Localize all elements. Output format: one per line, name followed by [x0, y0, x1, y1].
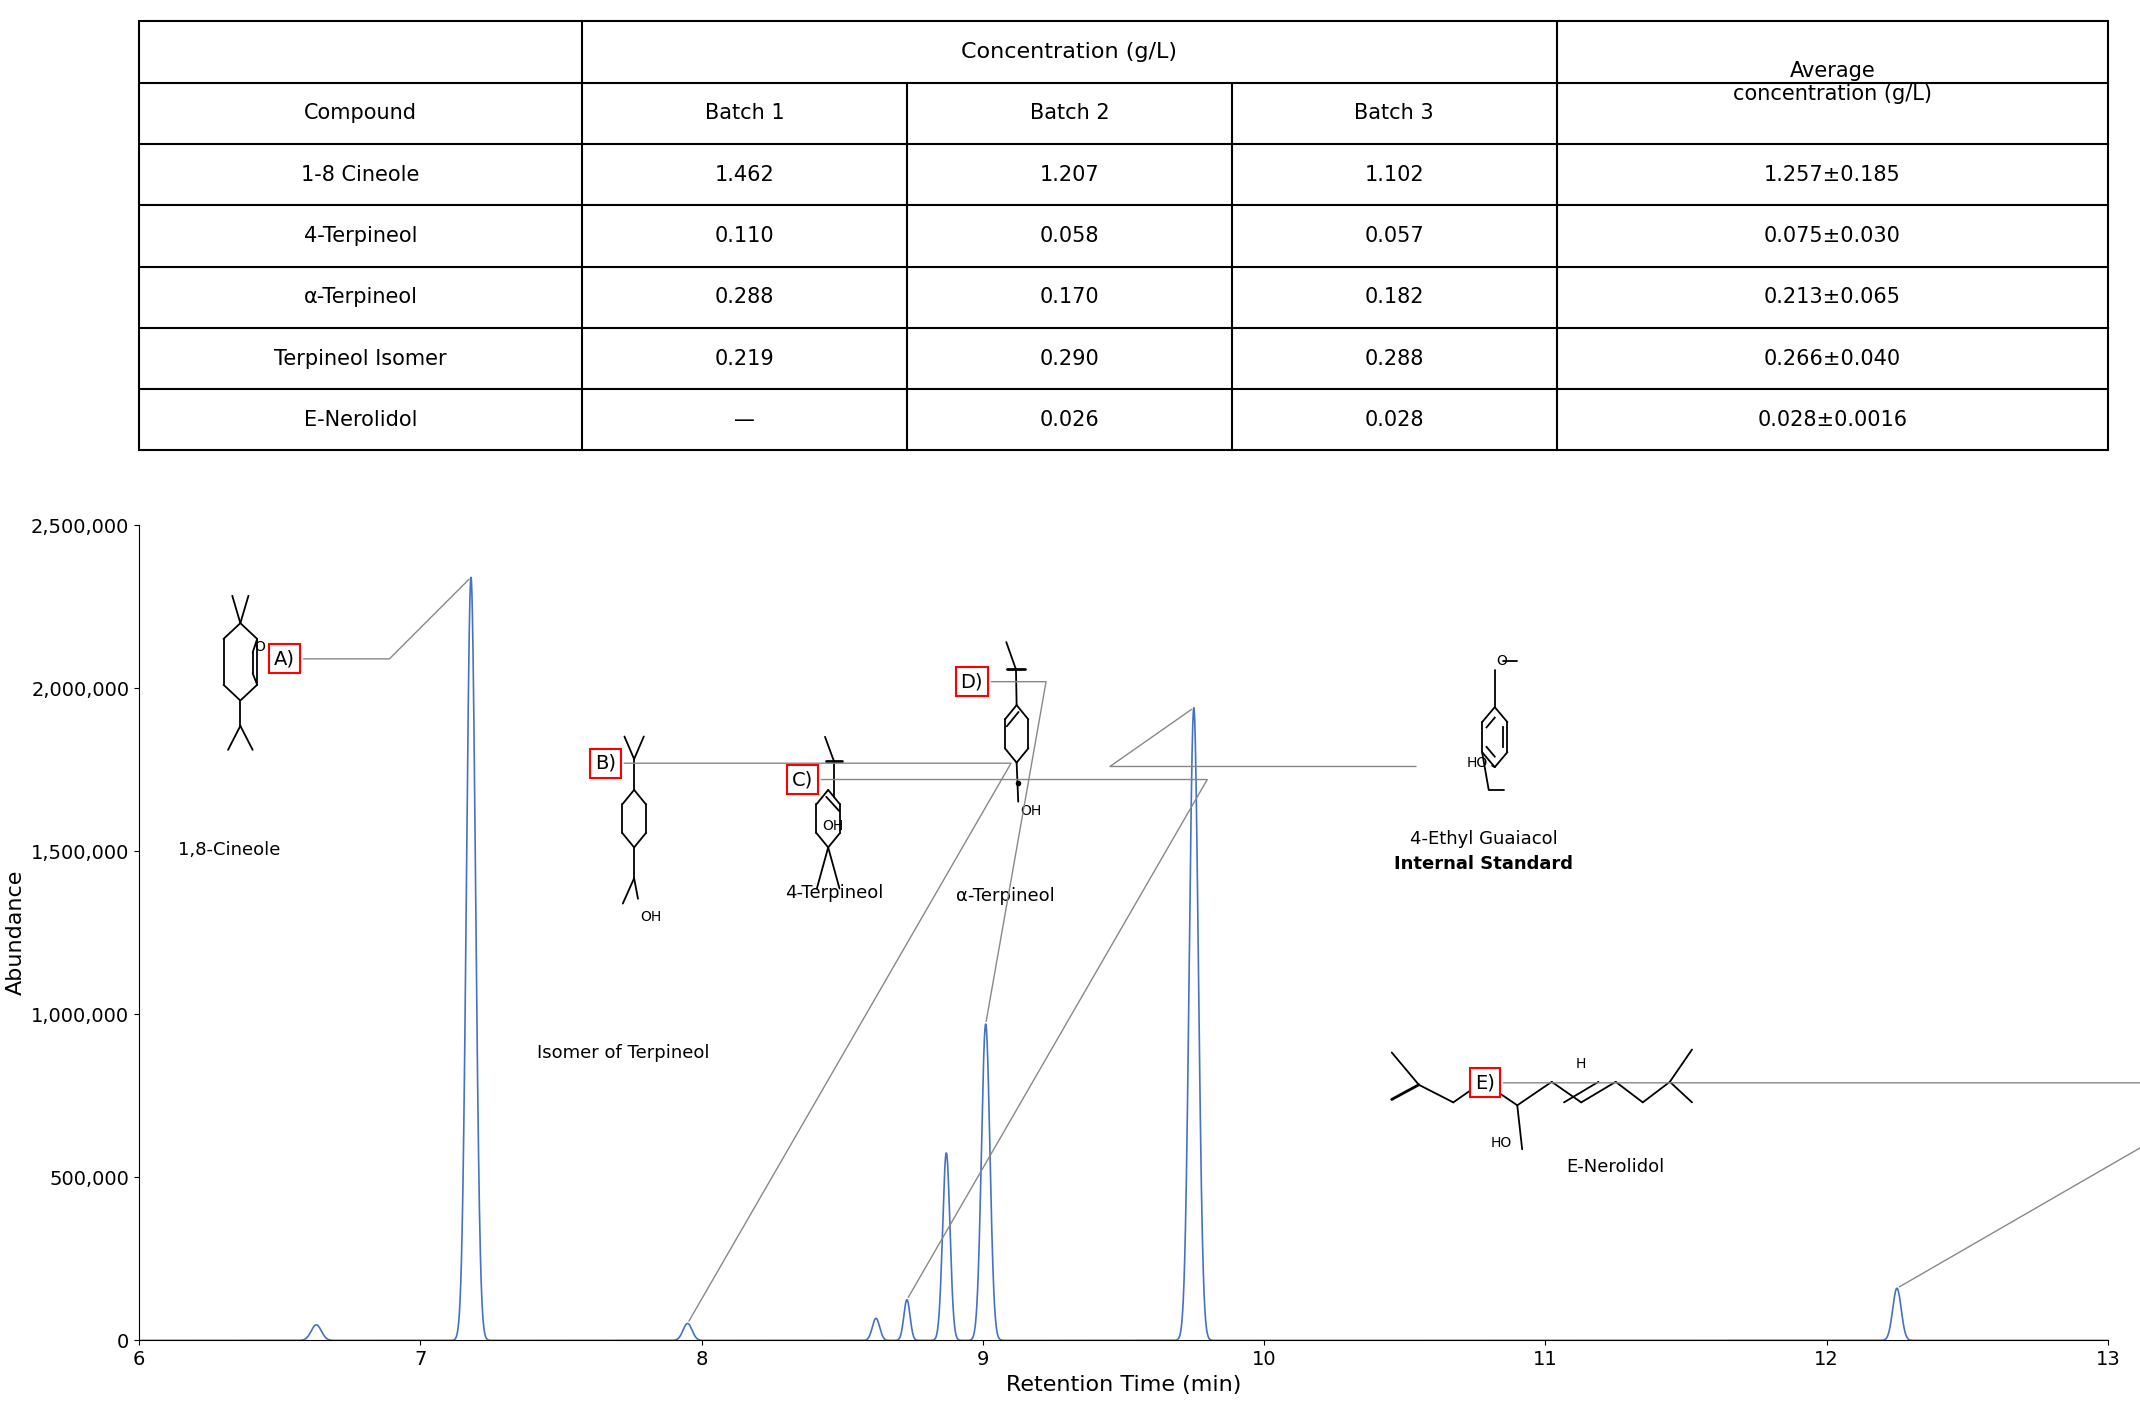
Text: Concentration (g/L): Concentration (g/L): [961, 41, 1177, 63]
Text: Average
concentration (g/L): Average concentration (g/L): [1733, 61, 1932, 104]
Text: 1.207: 1.207: [1040, 164, 1100, 184]
Text: 1-8 Cineole: 1-8 Cineole: [302, 164, 419, 184]
Text: 0.219: 0.219: [715, 348, 775, 368]
Text: —: —: [734, 409, 755, 429]
Text: A): A): [274, 579, 469, 669]
Text: E-Nerolidol: E-Nerolidol: [1566, 1158, 1665, 1176]
Text: 0.110: 0.110: [715, 225, 775, 245]
Text: OH: OH: [640, 910, 661, 924]
Text: 0.182: 0.182: [1365, 287, 1423, 307]
Text: O: O: [1496, 653, 1507, 667]
Text: Internal Standard: Internal Standard: [1393, 854, 1573, 873]
Text: α-Terpineol: α-Terpineol: [957, 887, 1055, 906]
Text: 4-Terpineol: 4-Terpineol: [785, 884, 884, 901]
Text: C): C): [792, 770, 1207, 1298]
Text: E): E): [1474, 1074, 2140, 1286]
Text: 0.213±0.065: 0.213±0.065: [1763, 287, 1900, 307]
Text: Batch 3: Batch 3: [1355, 103, 1434, 123]
Text: OH: OH: [822, 819, 843, 833]
Text: Terpineol Isomer: Terpineol Isomer: [274, 348, 447, 368]
Text: 0.058: 0.058: [1040, 225, 1100, 245]
Text: 1.257±0.185: 1.257±0.185: [1763, 164, 1900, 184]
Text: B): B): [595, 754, 1010, 1320]
Text: 0.170: 0.170: [1040, 287, 1100, 307]
Text: 0.026: 0.026: [1040, 409, 1100, 429]
Text: OH: OH: [1021, 804, 1040, 817]
Text: HO: HO: [1492, 1137, 1513, 1151]
Text: O: O: [255, 640, 265, 655]
Text: Compound: Compound: [304, 103, 417, 123]
Text: Isomer of Terpineol: Isomer of Terpineol: [537, 1044, 708, 1062]
Text: α-Terpineol: α-Terpineol: [304, 287, 417, 307]
Text: Batch 1: Batch 1: [704, 103, 785, 123]
Text: 0.075±0.030: 0.075±0.030: [1763, 225, 1900, 245]
Text: Batch 2: Batch 2: [1029, 103, 1109, 123]
Text: 1,8-Cineole: 1,8-Cineole: [178, 841, 280, 860]
Text: D): D): [961, 672, 1046, 1021]
Text: 0.057: 0.057: [1365, 225, 1423, 245]
Text: H: H: [1575, 1057, 1586, 1071]
Text: 0.290: 0.290: [1040, 348, 1100, 368]
Text: 0.266±0.040: 0.266±0.040: [1763, 348, 1900, 368]
Text: 1.462: 1.462: [715, 164, 775, 184]
X-axis label: Retention Time (min): Retention Time (min): [1006, 1375, 1241, 1395]
Text: E-Nerolidol: E-Nerolidol: [304, 409, 417, 429]
Text: 0.288: 0.288: [1365, 348, 1423, 368]
Text: 4-Terpineol: 4-Terpineol: [304, 225, 417, 245]
Text: 4-Ethyl Guaiacol: 4-Ethyl Guaiacol: [1410, 830, 1558, 848]
Text: HO: HO: [1466, 756, 1487, 770]
Y-axis label: Abundance: Abundance: [6, 870, 26, 995]
Text: 1.102: 1.102: [1365, 164, 1423, 184]
Text: 0.028±0.0016: 0.028±0.0016: [1757, 409, 1907, 429]
Text: 0.288: 0.288: [715, 287, 775, 307]
Text: 0.028: 0.028: [1365, 409, 1423, 429]
